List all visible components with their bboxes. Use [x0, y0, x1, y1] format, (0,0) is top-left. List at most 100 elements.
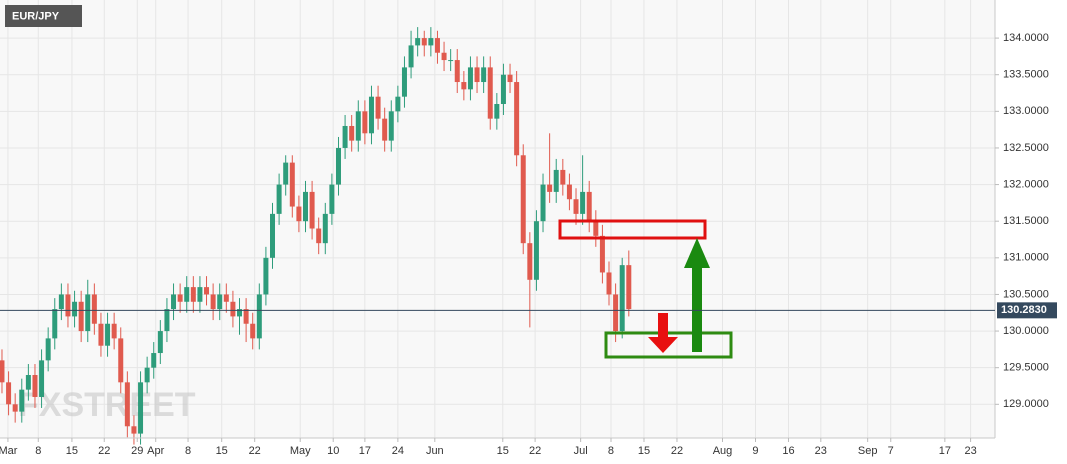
candle-body	[276, 184, 282, 214]
candle-body	[388, 111, 394, 141]
candle-body	[65, 294, 71, 317]
candle-body	[164, 309, 170, 332]
x-tick-label: 8	[35, 445, 41, 457]
candle-body	[421, 38, 427, 46]
candle-body	[243, 309, 249, 324]
candle-body	[250, 323, 256, 339]
candle-body	[415, 38, 421, 46]
x-tick-label: 15	[497, 445, 509, 457]
candle-body	[514, 82, 520, 156]
x-tick-label: 29	[131, 445, 143, 457]
candle-body	[131, 426, 137, 434]
x-tick-label: Apr	[147, 445, 164, 457]
candle-body	[441, 52, 447, 61]
x-tick-label: Sep	[858, 445, 878, 457]
candle-body	[105, 323, 111, 346]
candle-body	[342, 125, 348, 148]
up-arrow-shaft	[692, 266, 702, 352]
x-tick-label: 22	[671, 445, 683, 457]
candle-body	[85, 294, 91, 332]
candle-body	[487, 67, 493, 119]
candle-body	[619, 265, 625, 332]
x-tick-label: 15	[216, 445, 228, 457]
candle-body	[302, 191, 308, 222]
x-tick-label: 15	[66, 445, 78, 457]
candle-body	[6, 382, 12, 405]
candle-body	[309, 191, 315, 229]
y-tick-label: 132.0000	[1003, 178, 1049, 190]
x-tick-label: 23	[815, 445, 827, 457]
candle-body	[428, 38, 434, 46]
candle-body	[454, 60, 460, 83]
candle-body	[322, 213, 328, 244]
candle-body	[520, 155, 526, 244]
candle-body	[204, 287, 210, 295]
candle-body	[237, 309, 243, 317]
candle-body	[283, 162, 289, 185]
candle-body	[12, 404, 18, 412]
candle-body	[19, 389, 25, 412]
candle-body	[527, 243, 533, 280]
x-tick-label: May	[290, 445, 311, 457]
candle-body	[171, 294, 177, 310]
candle-body	[72, 301, 78, 317]
candle-body	[349, 125, 355, 141]
y-tick-label: 133.0000	[1003, 105, 1049, 117]
candle-body	[270, 213, 276, 258]
x-tick-label: 7	[888, 445, 894, 457]
candle-body	[507, 74, 513, 83]
candle-body	[289, 162, 295, 207]
x-tick-label: 24	[392, 445, 404, 457]
x-tick-label: Aug	[713, 445, 733, 457]
candle-body	[256, 294, 262, 339]
y-tick-label: 132.5000	[1003, 142, 1049, 154]
candle-body	[355, 111, 361, 141]
candle-body	[39, 360, 45, 397]
candle-body	[494, 104, 500, 119]
x-tick-label: 22	[249, 445, 261, 457]
candle-body	[223, 294, 229, 302]
candle-body	[382, 118, 388, 141]
candle-body	[560, 169, 566, 185]
x-tick-label: 9	[752, 445, 758, 457]
y-tick-label: 131.5000	[1003, 215, 1049, 227]
candle-body	[157, 331, 163, 354]
candle-body	[118, 338, 124, 383]
candle-body	[613, 294, 619, 332]
candle-body	[408, 45, 414, 68]
x-tick-label: Jun	[426, 445, 444, 457]
candles	[0, 27, 632, 445]
candle-body	[151, 353, 157, 368]
candle-body	[547, 184, 553, 192]
candle-body	[626, 265, 632, 310]
candle-body	[25, 375, 31, 390]
annotations	[558, 219, 733, 359]
last-price-box	[997, 302, 1057, 319]
candle-body	[368, 96, 374, 134]
x-tick-label: Mar	[0, 445, 18, 457]
x-tick-label: Jul	[574, 445, 588, 457]
down-arrow-head	[648, 337, 678, 353]
candle-body	[263, 257, 269, 295]
candle-body	[553, 169, 559, 192]
down-arrow-shaft	[658, 313, 668, 339]
x-tick-label: 15	[638, 445, 650, 457]
candle-body	[144, 367, 150, 383]
y-tick-label: 129.5000	[1003, 362, 1049, 374]
candle-body	[296, 206, 302, 222]
y-tick-label: 130.5000	[1003, 288, 1049, 300]
candle-body	[190, 287, 196, 302]
candle-body	[78, 301, 84, 332]
candle-body	[593, 221, 599, 236]
candle-body	[0, 360, 5, 383]
candle-body	[395, 96, 401, 112]
candle-body	[434, 38, 440, 53]
candle-body	[461, 82, 467, 90]
candle-body	[401, 67, 407, 97]
up-arrow-head	[684, 238, 710, 268]
candle-body	[52, 309, 58, 339]
candle-body	[580, 191, 586, 214]
candle-body	[448, 60, 454, 62]
candle-body	[111, 323, 117, 339]
